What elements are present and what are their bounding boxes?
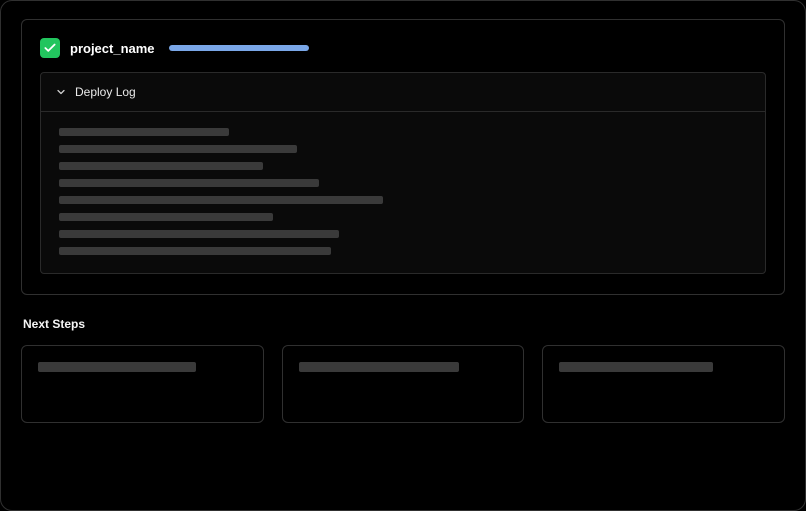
log-line-placeholder: [59, 179, 319, 187]
deploy-log-card: Deploy Log: [40, 72, 766, 274]
log-line-placeholder: [59, 145, 297, 153]
card-title-placeholder: [38, 362, 196, 372]
log-line-placeholder: [59, 128, 229, 136]
log-line-placeholder: [59, 247, 331, 255]
chevron-down-icon: [55, 86, 67, 98]
log-line-placeholder: [59, 230, 339, 238]
next-step-card[interactable]: [21, 345, 264, 423]
project-header: project_name: [40, 38, 766, 58]
card-title-placeholder: [299, 362, 459, 372]
project-name: project_name: [70, 41, 155, 56]
project-url-placeholder[interactable]: [169, 45, 309, 51]
next-steps-row: [21, 345, 785, 423]
app-frame: project_name Deploy Log Next Steps: [0, 0, 806, 511]
next-step-card[interactable]: [282, 345, 525, 423]
card-title-placeholder: [559, 362, 713, 372]
deploy-panel: project_name Deploy Log: [21, 19, 785, 295]
log-line-placeholder: [59, 196, 383, 204]
deploy-log-body: [41, 112, 765, 273]
log-line-placeholder: [59, 213, 273, 221]
log-line-placeholder: [59, 162, 263, 170]
deploy-log-title: Deploy Log: [75, 85, 136, 99]
status-check-icon: [40, 38, 60, 58]
deploy-log-toggle[interactable]: Deploy Log: [41, 73, 765, 112]
next-steps-heading: Next Steps: [23, 317, 785, 331]
next-step-card[interactable]: [542, 345, 785, 423]
